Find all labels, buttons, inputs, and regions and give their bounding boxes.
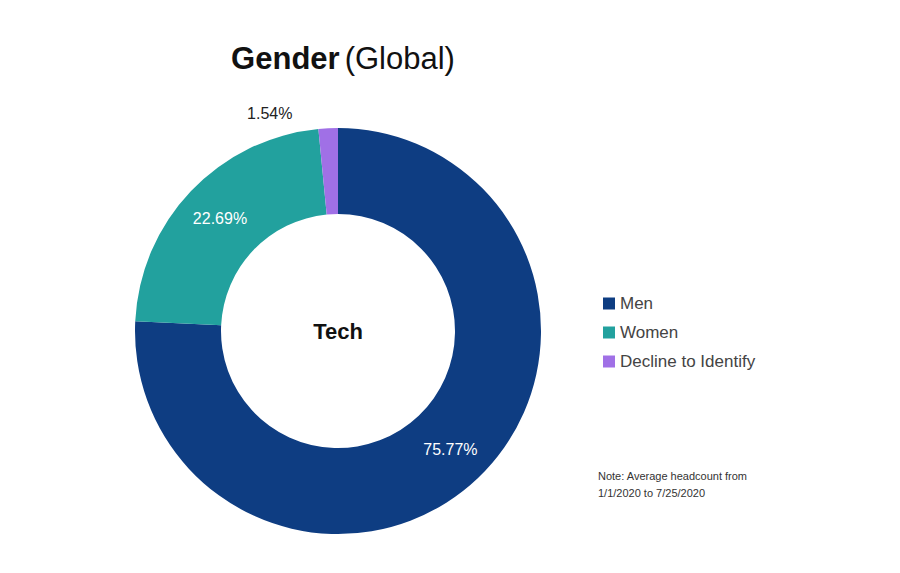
svg-text:1.54%: 1.54% bbox=[247, 105, 292, 122]
svg-text:Women: Women bbox=[620, 323, 678, 342]
svg-text:Decline to Identify: Decline to Identify bbox=[620, 352, 756, 371]
svg-text:1/1/2020 to 7/25/2020: 1/1/2020 to 7/25/2020 bbox=[598, 487, 705, 499]
svg-text:75.77%: 75.77% bbox=[423, 441, 477, 458]
svg-text:(Global): (Global) bbox=[345, 41, 455, 76]
svg-text:Gender: Gender bbox=[231, 41, 340, 76]
svg-text:Note: Average headcount from: Note: Average headcount from bbox=[598, 470, 747, 482]
svg-text:Tech: Tech bbox=[313, 319, 363, 344]
svg-text:22.69%: 22.69% bbox=[193, 210, 247, 227]
svg-text:Men: Men bbox=[620, 294, 653, 313]
